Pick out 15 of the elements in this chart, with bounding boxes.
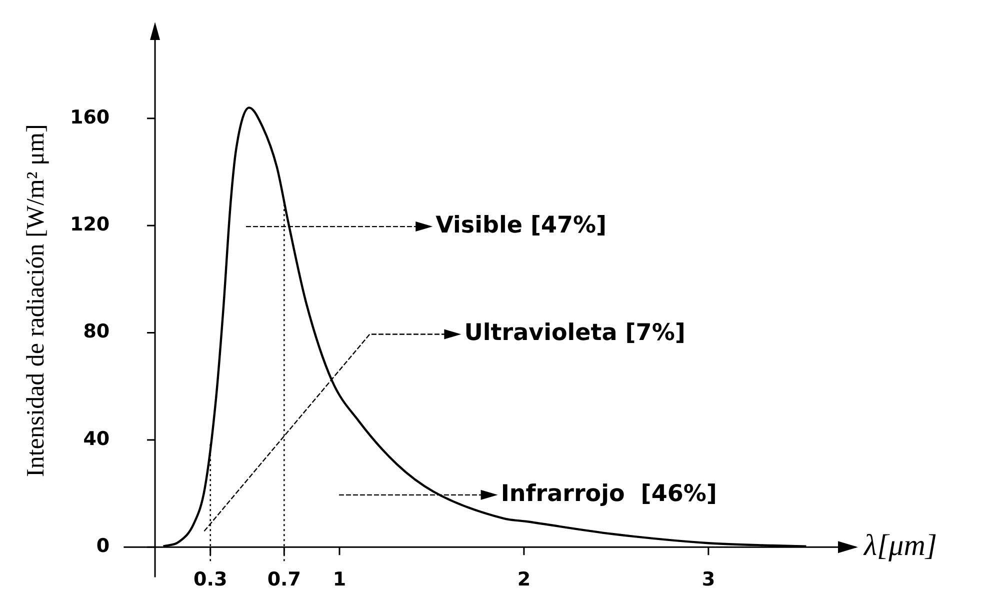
annotation: Ultravioleta [7%] [464,320,686,346]
y-tick-label: 0 [96,535,110,558]
x-tick-label: 3 [702,568,716,591]
x-tick-label: 0.7 [267,568,301,591]
y-tick-label: 160 [70,106,110,128]
annotation: Visible [47%] [436,212,607,239]
y-tick-label: 40 [83,428,110,450]
y-tick-label: 120 [70,214,110,236]
x-axis-title: λ[μm] [863,529,938,562]
y-axis-title: Intensidad de radiación [W/m² μm] [22,124,50,477]
x-tick-label: 0.3 [194,568,228,591]
x-tick-label: 1 [332,568,346,591]
annotation: Infrarrojo [46%] [500,480,717,507]
x-tick-label: 2 [517,568,531,591]
y-tick-label: 80 [83,320,110,343]
